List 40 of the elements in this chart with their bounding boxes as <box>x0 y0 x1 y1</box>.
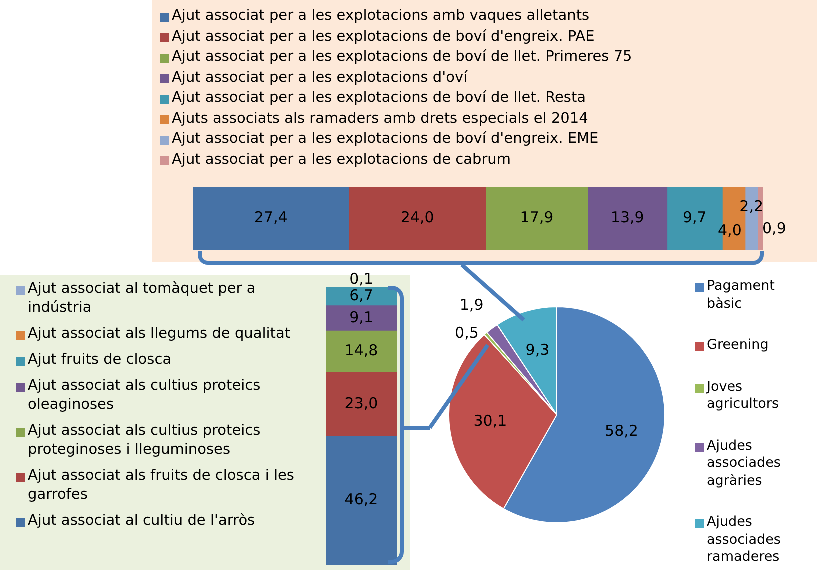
legend-label: Ajut associat per a les explotacions d'oví <box>172 68 468 88</box>
legend-label: Ajut associat als cultius proteics proteginoses i lleguminoses <box>28 422 262 460</box>
legend-label: Ajut associat per a les explotacions de boví de llet. Resta <box>172 89 586 108</box>
legend-label: Ajut fruits de closca <box>28 351 172 370</box>
legend-label: Greening <box>707 337 769 354</box>
data-label: 0,9 <box>762 219 786 238</box>
data-label: 27,4 <box>254 208 288 226</box>
legend-label: Ajudes associades ramaderes <box>707 514 782 566</box>
data-label: 6,7 <box>350 286 374 304</box>
legend-label: Pagament bàsic <box>707 278 776 313</box>
legend-label: Ajut associat al tomàquet per a indústria <box>28 280 257 318</box>
data-label: 14,8 <box>344 342 378 360</box>
legend-label: Ajut associat als cultius proteics oleaginoses <box>28 377 262 415</box>
data-label: 30,1 <box>474 412 508 430</box>
data-label: 46,2 <box>344 490 378 509</box>
data-label: 0,1 <box>350 270 374 288</box>
data-label: 23,0 <box>344 394 378 412</box>
legend-label: Ajut associat per a les explotacions de cabrum <box>172 150 512 170</box>
legend-label: Ajut associat als fruits de closca i les garrofes <box>28 467 296 505</box>
legend-label: Ajut associat per a les explotacions de boví d'engreix. PAE <box>172 28 595 46</box>
data-label: 9,3 <box>526 340 550 359</box>
data-label: 13,9 <box>610 208 644 226</box>
data-label: 9,1 <box>350 308 374 326</box>
legend-label: Ajut associat al cultiu de l'arròs <box>28 512 256 531</box>
legend-label: Ajut associat als llegums de qualitat <box>28 325 291 344</box>
bar <box>326 330 397 373</box>
legend-label: Ajut associat per a les explotacions de boví de llet. Primeres 75 <box>172 48 632 67</box>
data-label: 9,7 <box>682 208 707 226</box>
data-label: 0,5 <box>455 324 479 342</box>
bar <box>588 187 668 250</box>
bar <box>326 306 397 332</box>
legend-label: Joves agricultors <box>707 378 780 414</box>
legend-label: Ajudes associades agràries <box>707 438 782 490</box>
data-label: 58,2 <box>605 422 638 440</box>
legend-label: Ajuts associats als ramaders amb drets especials el 2014 <box>172 110 588 128</box>
legend-label: Ajut associat per a les explotacions de boví d'engreix. EME <box>172 130 599 149</box>
data-label: 17,9 <box>520 208 554 226</box>
data-label: 24,0 <box>400 208 434 226</box>
bar <box>326 287 397 306</box>
legend-label: Ajut associat per a les explotacions amb vaques alletants <box>172 7 590 26</box>
